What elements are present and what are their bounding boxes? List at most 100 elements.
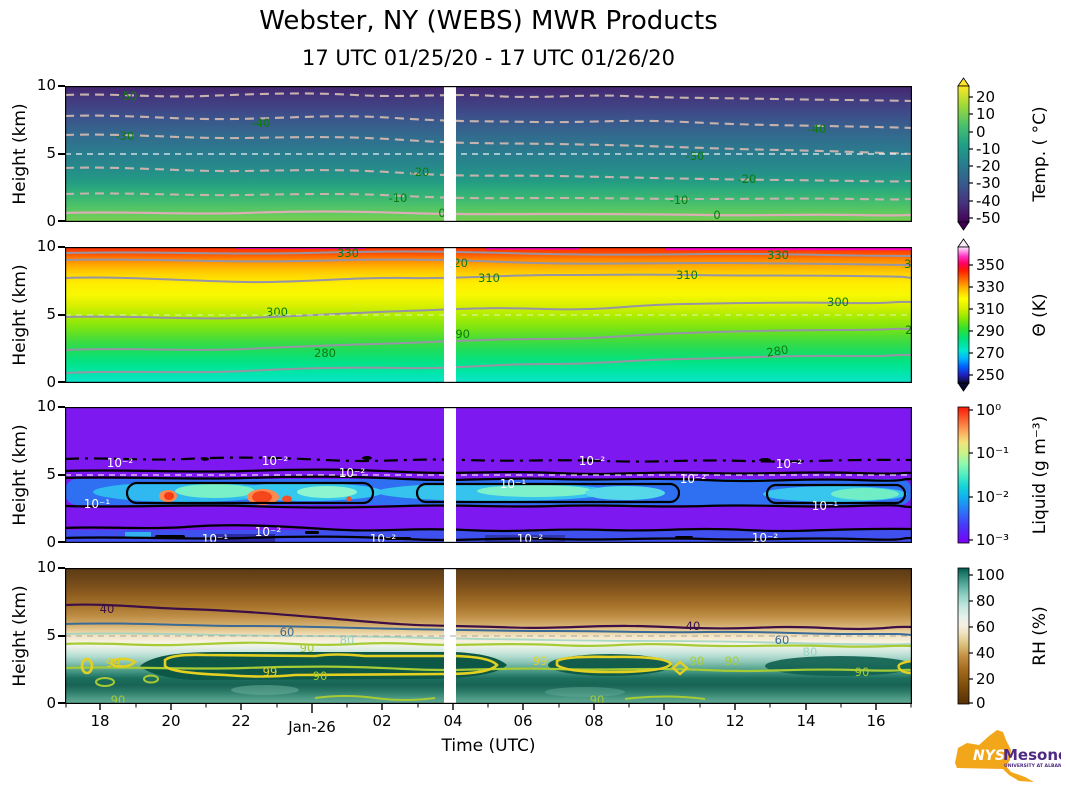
svg-text:40: 40	[686, 619, 701, 633]
panel-border	[65, 86, 912, 222]
svg-text:330: 330	[976, 278, 1005, 296]
xtick-jan26: Jan-26	[288, 718, 336, 736]
panel-border	[65, 568, 912, 704]
figure-title: Webster, NY (WEBS) MWR Products	[259, 6, 718, 36]
svg-text:-30: -30	[116, 129, 135, 143]
svg-text:90: 90	[313, 669, 328, 683]
xtick-10: 10	[654, 712, 674, 730]
svg-text:90: 90	[855, 665, 870, 679]
ytick-mark	[58, 246, 65, 248]
svg-text:-30: -30	[976, 174, 1001, 192]
rh-colorbar: 100 80 60 40 20 0	[957, 566, 1005, 712]
ytick-mark	[58, 567, 65, 569]
logo-subtext: UNIVERSITY AT ALBANY	[1004, 763, 1061, 769]
xtick-20: 20	[161, 712, 181, 730]
svg-text:10⁻²: 10⁻²	[262, 454, 289, 468]
svg-text:10: 10	[976, 105, 995, 123]
svg-text:0: 0	[976, 123, 986, 141]
svg-text:20: 20	[976, 670, 995, 688]
svg-text:60: 60	[775, 633, 790, 647]
svg-text:-40: -40	[808, 122, 827, 136]
ytick-0: 0	[46, 373, 56, 391]
ytick-5: 5	[46, 465, 56, 483]
ytick-5: 5	[46, 305, 56, 323]
svg-text:290: 290	[976, 322, 1005, 340]
svg-text:90: 90	[111, 693, 126, 704]
svg-text:10⁻¹: 10⁻¹	[84, 497, 111, 511]
svg-text:0: 0	[438, 206, 445, 220]
temperature-contours-dashed	[65, 92, 912, 201]
svg-text:99: 99	[263, 665, 278, 679]
liquid-contours	[65, 456, 912, 542]
svg-text:330: 330	[767, 248, 789, 262]
ytick-mark	[58, 220, 65, 222]
svg-text:20: 20	[976, 88, 995, 106]
svg-text:99: 99	[533, 654, 548, 668]
svg-text:-50: -50	[119, 89, 138, 103]
ytick-0: 0	[46, 212, 56, 230]
xtick-22: 22	[231, 712, 251, 730]
svg-text:-20: -20	[976, 157, 1001, 175]
liquid-colorbar: 10⁰ 10⁻¹ 10⁻² 10⁻³	[957, 401, 1009, 549]
xaxis-label: Time (UTC)	[441, 736, 536, 756]
svg-text:250: 250	[976, 366, 1005, 384]
svg-text:-50: -50	[976, 209, 1001, 227]
svg-text:0: 0	[713, 208, 720, 222]
xtick-16: 16	[866, 712, 886, 730]
figure-subtitle: 17 UTC 01/25/20 - 17 UTC 01/26/20	[302, 46, 675, 70]
svg-text:-10: -10	[976, 140, 1001, 158]
panel-border	[65, 407, 912, 543]
ytick-mark	[58, 702, 65, 704]
svg-text:10⁻²: 10⁻²	[579, 454, 606, 468]
ytick-5: 5	[46, 626, 56, 644]
xtick-06: 06	[513, 712, 533, 730]
ytick-mark	[58, 635, 65, 637]
panel-temperature: -50 -40 -40 -30 -30 -20 -20 -10 -10 0 0	[65, 86, 912, 222]
xtick-02: 02	[372, 712, 392, 730]
svg-text:10⁻²: 10⁻²	[370, 532, 397, 543]
svg-text:10⁻²: 10⁻²	[776, 457, 803, 471]
svg-text:-40: -40	[252, 116, 271, 130]
svg-text:-20: -20	[738, 172, 757, 186]
yaxis-label-theta: Height (km)	[10, 264, 30, 366]
svg-text:10⁰: 10⁰	[976, 401, 1001, 419]
svg-text:80: 80	[976, 592, 995, 610]
logo-mesonet-text: Mesonet	[1003, 746, 1061, 764]
ytick-0: 0	[46, 694, 56, 712]
svg-text:80: 80	[803, 645, 818, 659]
svg-text:90: 90	[690, 654, 705, 668]
svg-text:300: 300	[266, 305, 288, 319]
ytick-mark	[58, 314, 65, 316]
svg-text:10⁻¹: 10⁻¹	[202, 532, 229, 543]
panel-theta: 330 330 320 320 310 310 300 300 290 290 …	[65, 247, 912, 383]
svg-text:10⁻²: 10⁻²	[255, 525, 282, 539]
liquid-heatmap: 10⁻² 10⁻² 10⁻² 10⁻² 10⁻² 10⁻² 10⁻¹ 10⁻¹ …	[65, 407, 912, 543]
yaxis-label-temperature: Height (km)	[10, 103, 30, 205]
liquid-contour-labels: 10⁻² 10⁻² 10⁻² 10⁻² 10⁻² 10⁻² 10⁻¹ 10⁻¹ …	[84, 454, 839, 543]
svg-text:40: 40	[976, 644, 995, 662]
panel-liquid: 10⁻² 10⁻² 10⁻² 10⁻² 10⁻² 10⁻² 10⁻¹ 10⁻¹ …	[65, 407, 912, 543]
svg-text:280: 280	[765, 342, 789, 359]
svg-text:-10: -10	[389, 191, 408, 205]
svg-text:330: 330	[337, 247, 359, 260]
svg-text:90: 90	[590, 693, 605, 704]
ytick-5: 5	[46, 144, 56, 162]
temperature-colorbar-label: Temp. ( °C)	[1030, 106, 1050, 202]
ytick-mark	[58, 85, 65, 87]
xtick-04: 04	[443, 712, 463, 730]
svg-text:10⁻²: 10⁻²	[517, 532, 544, 543]
svg-text:-40: -40	[976, 192, 1001, 210]
rh-heatmap: 40 40 60 60 80 80 90 90 90 90 90 90 90 9…	[65, 568, 912, 704]
ytick-mark	[58, 153, 65, 155]
svg-text:10⁻²: 10⁻²	[339, 466, 366, 480]
xaxis-ticks	[65, 704, 912, 713]
svg-text:300: 300	[827, 295, 849, 309]
temperature-contour-0c	[65, 210, 912, 217]
svg-text:10⁻¹: 10⁻¹	[976, 444, 1009, 462]
theta-colorbar: 350 330 310 290 270 250	[957, 238, 1005, 392]
ytick-10: 10	[36, 237, 56, 255]
liquid-contour-specks	[155, 456, 771, 540]
ytick-10: 10	[36, 397, 56, 415]
svg-text:0: 0	[976, 694, 986, 712]
